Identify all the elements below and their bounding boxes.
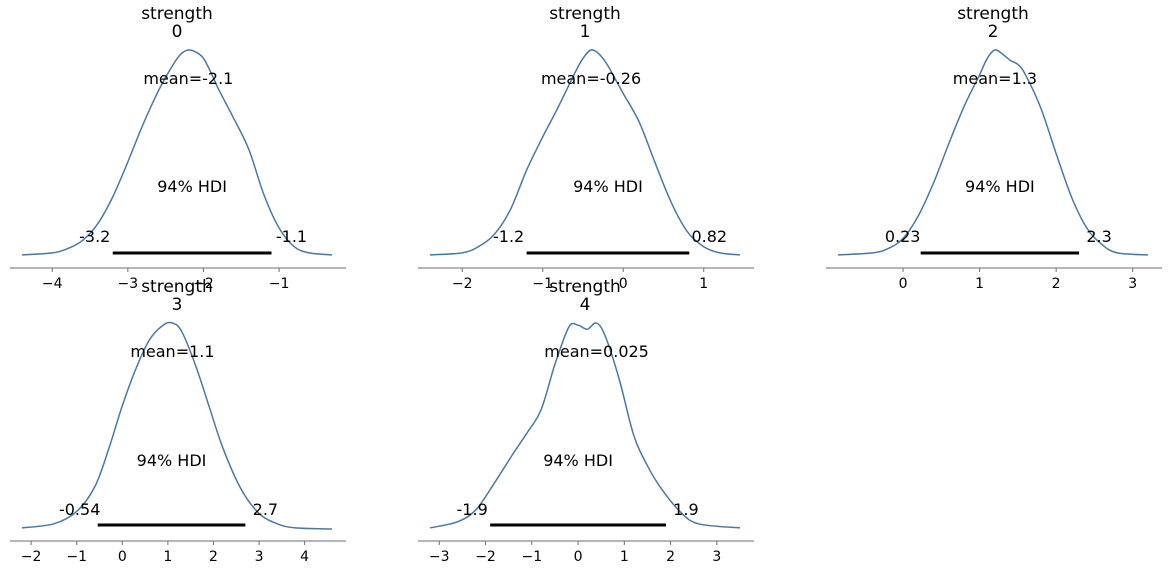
subplot-title-line: strength [141, 4, 213, 24]
subplot-title-line: 0 [172, 22, 183, 42]
mean-label: mean=-2.1 [143, 69, 233, 88]
x-tick-label: −1 [521, 549, 542, 565]
x-tick-label: 0 [619, 276, 628, 292]
x-tick-label: 3 [255, 549, 264, 565]
x-tick-label: −1 [269, 276, 290, 292]
subplot-title-line: 1 [580, 22, 591, 42]
density-curve [429, 49, 741, 256]
hdi-caption: 94% HDI [137, 451, 207, 470]
x-tick-label: 3 [1128, 276, 1137, 292]
density-curve [429, 322, 741, 529]
x-tick-label: 1 [620, 549, 629, 565]
hdi-upper-label: 2.3 [1086, 227, 1111, 246]
x-tick-label: −2 [193, 276, 214, 292]
subplot-title-line: strength [549, 277, 621, 297]
x-tick-label: −1 [66, 549, 87, 565]
x-tick-label: −3 [429, 549, 450, 565]
x-tick-label: −2 [475, 549, 496, 565]
subplot-title-line: strength [549, 4, 621, 24]
subplot-title-line: 3 [172, 295, 183, 315]
subplot-title-line: strength [141, 277, 213, 297]
density-curve [837, 49, 1149, 256]
subplot-title-line: 4 [580, 295, 591, 315]
hdi-caption: 94% HDI [573, 177, 643, 196]
hdi-upper-label: 0.82 [691, 227, 727, 246]
hdi-caption: 94% HDI [965, 177, 1035, 196]
x-tick-label: −2 [452, 276, 473, 292]
x-tick-label: −2 [21, 549, 42, 565]
hdi-lower-label: -0.54 [59, 500, 100, 519]
x-tick-label: 4 [300, 549, 309, 565]
x-tick-label: 0 [118, 549, 127, 565]
hdi-upper-label: -1.1 [276, 227, 307, 246]
hdi-caption: 94% HDI [543, 451, 613, 470]
hdi-lower-label: -1.9 [457, 500, 488, 519]
subplot-title-line: 2 [988, 22, 999, 42]
x-tick-label: −3 [118, 276, 139, 292]
mean-label: mean=-0.26 [541, 69, 641, 88]
x-tick-label: 3 [712, 549, 721, 565]
x-tick-label: 1 [699, 276, 708, 292]
mean-label: mean=0.025 [544, 342, 649, 361]
x-tick-label: 0 [574, 549, 583, 565]
hdi-lower-label: 0.23 [885, 227, 921, 246]
mean-label: mean=1.3 [953, 69, 1037, 88]
x-tick-label: −4 [42, 276, 63, 292]
x-tick-label: 0 [899, 276, 908, 292]
hdi-lower-label: -1.2 [493, 227, 524, 246]
x-tick-label: 2 [209, 549, 218, 565]
hdi-upper-label: 2.7 [253, 500, 278, 519]
x-tick-label: −1 [532, 276, 553, 292]
subplot-title-line: strength [957, 4, 1029, 24]
hdi-caption: 94% HDI [157, 177, 227, 196]
hdi-lower-label: -3.2 [79, 227, 110, 246]
x-tick-label: 1 [163, 549, 172, 565]
mean-label: mean=1.1 [130, 342, 214, 361]
x-tick-label: 2 [666, 549, 675, 565]
density-curve [21, 49, 333, 256]
x-tick-label: 1 [975, 276, 984, 292]
x-tick-label: 2 [1052, 276, 1061, 292]
hdi-upper-label: 1.9 [673, 500, 698, 519]
density-curve [21, 321, 333, 530]
